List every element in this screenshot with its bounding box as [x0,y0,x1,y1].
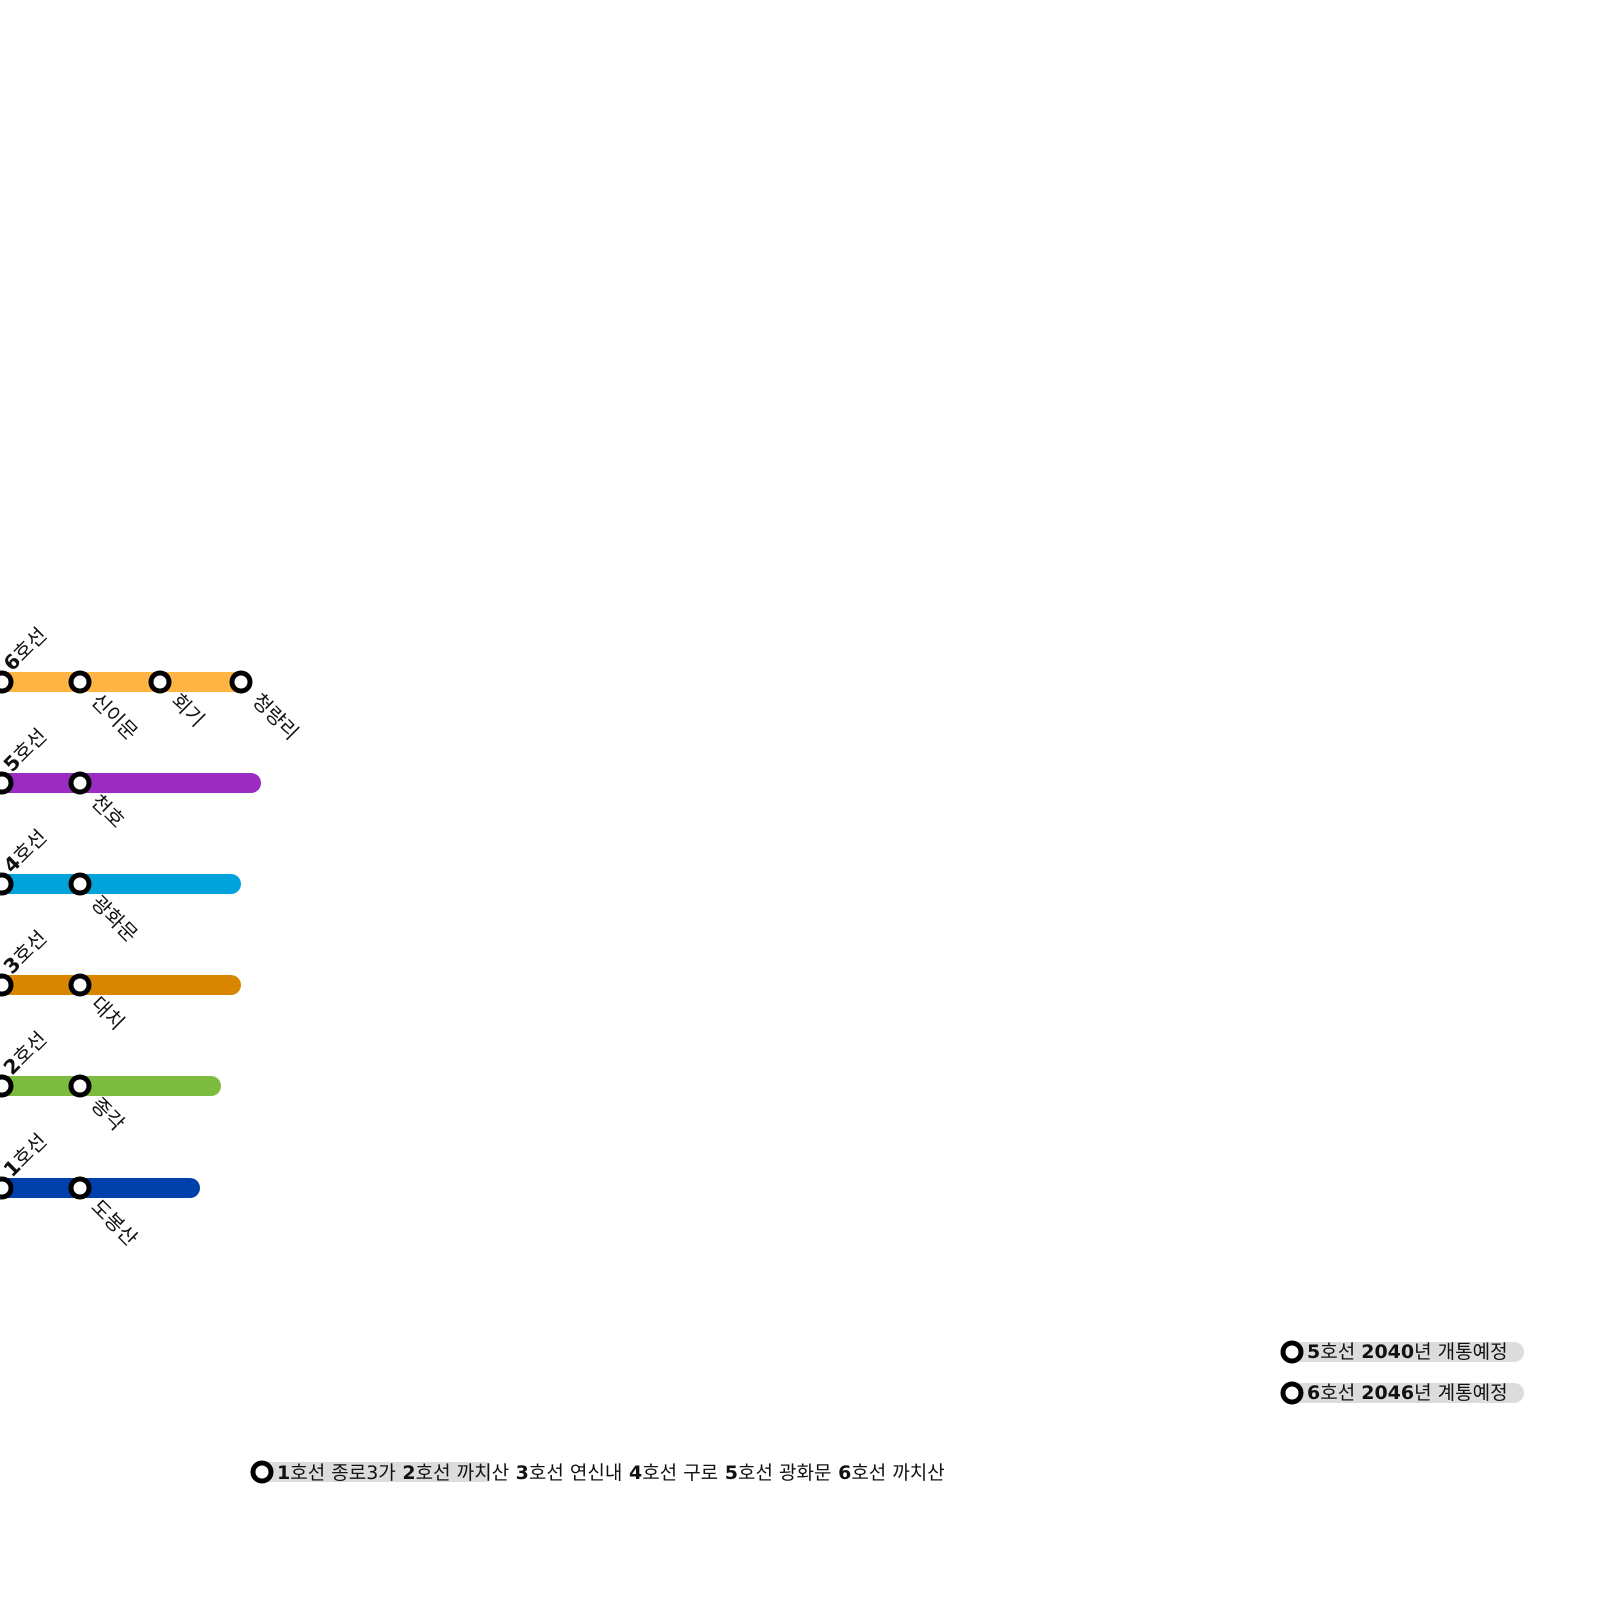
bottom-legend-item-4-label: 호선 구로 [642,1462,718,1484]
line-3-station-1-icon[interactable] [68,973,92,997]
line-4-station-1-label: 광화문 [86,891,142,947]
bottom-legend-item-4-number: 4 [622,1462,642,1484]
line-6-station-3-label: 청량리 [247,689,303,745]
bottom-legend: 1호선 종로3가 2호선 까치산 3호선 연신내 4호선 구로 5호선 광화문 … [250,1460,945,1484]
line-4-station-1-icon[interactable] [68,872,92,896]
planned-note-1: 5호선 2040년 개통예정 [1280,1340,1524,1364]
line-6-station-1-label: 신이문 [86,689,142,745]
line-3-origin-station-icon[interactable] [0,973,14,997]
planned-note-2: 6호선 2046년 계통예정 [1280,1381,1524,1405]
line-1-station-1-label: 도봉산 [86,1195,142,1251]
planned-note-2-year: 2046 [1361,1382,1414,1404]
bottom-legend-background [262,1462,490,1482]
bottom-legend-item-6-number: 6 [831,1462,851,1484]
bottom-legend-item-2-label: 호선 까치산 [416,1462,509,1484]
planned-note-1-station-icon[interactable] [1280,1340,1304,1364]
line-1-origin-station-icon[interactable] [0,1176,14,1200]
planned-note-1-background [1292,1342,1524,1362]
line-2-origin-station-icon[interactable] [0,1074,14,1098]
line-1-label: 1호선 [0,1129,51,1182]
bottom-legend-item-1-number: 1 [277,1462,290,1484]
planned-note-2-background [1292,1383,1524,1403]
bottom-legend-item-3-number: 3 [509,1462,529,1484]
planned-note-1-description: 년 개통예정 [1414,1341,1507,1363]
bottom-legend-item-2-number: 2 [396,1462,416,1484]
line-5-station-1-label: 천호 [86,790,129,833]
bottom-legend-item-3-label: 호선 연신내 [529,1462,622,1484]
planned-note-2-line-suffix: 호선 [1320,1382,1361,1404]
line-2-station-1-icon[interactable] [68,1074,92,1098]
line-3-label: 3호선 [0,926,51,979]
line-1-station-1-icon[interactable] [68,1176,92,1200]
line-2-station-1-label: 종각 [86,1093,129,1136]
planned-note-2-station-icon[interactable] [1280,1381,1304,1405]
line-6-origin-station-icon[interactable] [0,670,14,694]
line-5-label: 5호선 [0,724,51,777]
planned-note-2-text: 6호선 2046년 계통예정 [1307,1382,1508,1404]
planned-note-1-line-suffix: 호선 [1320,1341,1361,1363]
line-6-station-2-icon[interactable] [148,670,172,694]
bottom-legend-item-1-label: 호선 종로3가 [290,1462,396,1484]
line-4-label: 4호선 [0,825,51,878]
bottom-legend-station-icon[interactable] [250,1460,274,1484]
bottom-legend-text: 1호선 종로3가 2호선 까치산 3호선 연신내 4호선 구로 5호선 광화문 … [277,1462,945,1484]
planned-note-1-year: 2040 [1361,1341,1414,1363]
planned-note-2-line-number: 6 [1307,1382,1320,1404]
line-5-origin-station-icon[interactable] [0,771,14,795]
line-6-label: 6호선 [0,623,51,676]
line-3-station-1-label: 대치 [86,992,129,1035]
line-6-station-1-icon[interactable] [68,670,92,694]
planned-note-1-text: 5호선 2040년 개통예정 [1307,1341,1508,1363]
bottom-legend-item-6-label: 호선 까치산 [851,1462,944,1484]
line-2-label: 2호선 [0,1027,51,1080]
planned-opening-notes: 5호선 2040년 개통예정 6호선 2046년 계통예정 [1280,1340,1524,1405]
planned-note-2-description: 년 계통예정 [1414,1382,1507,1404]
line-4-origin-station-icon[interactable] [0,872,14,896]
line-6-station-2-label: 회기 [166,689,209,732]
bottom-legend-item-5-label: 호선 광화문 [738,1462,831,1484]
line-6-station-3-icon[interactable] [229,670,253,694]
bottom-legend-item-5-number: 5 [718,1462,738,1484]
line-5-station-1-icon[interactable] [68,771,92,795]
planned-note-1-line-number: 5 [1307,1341,1320,1363]
